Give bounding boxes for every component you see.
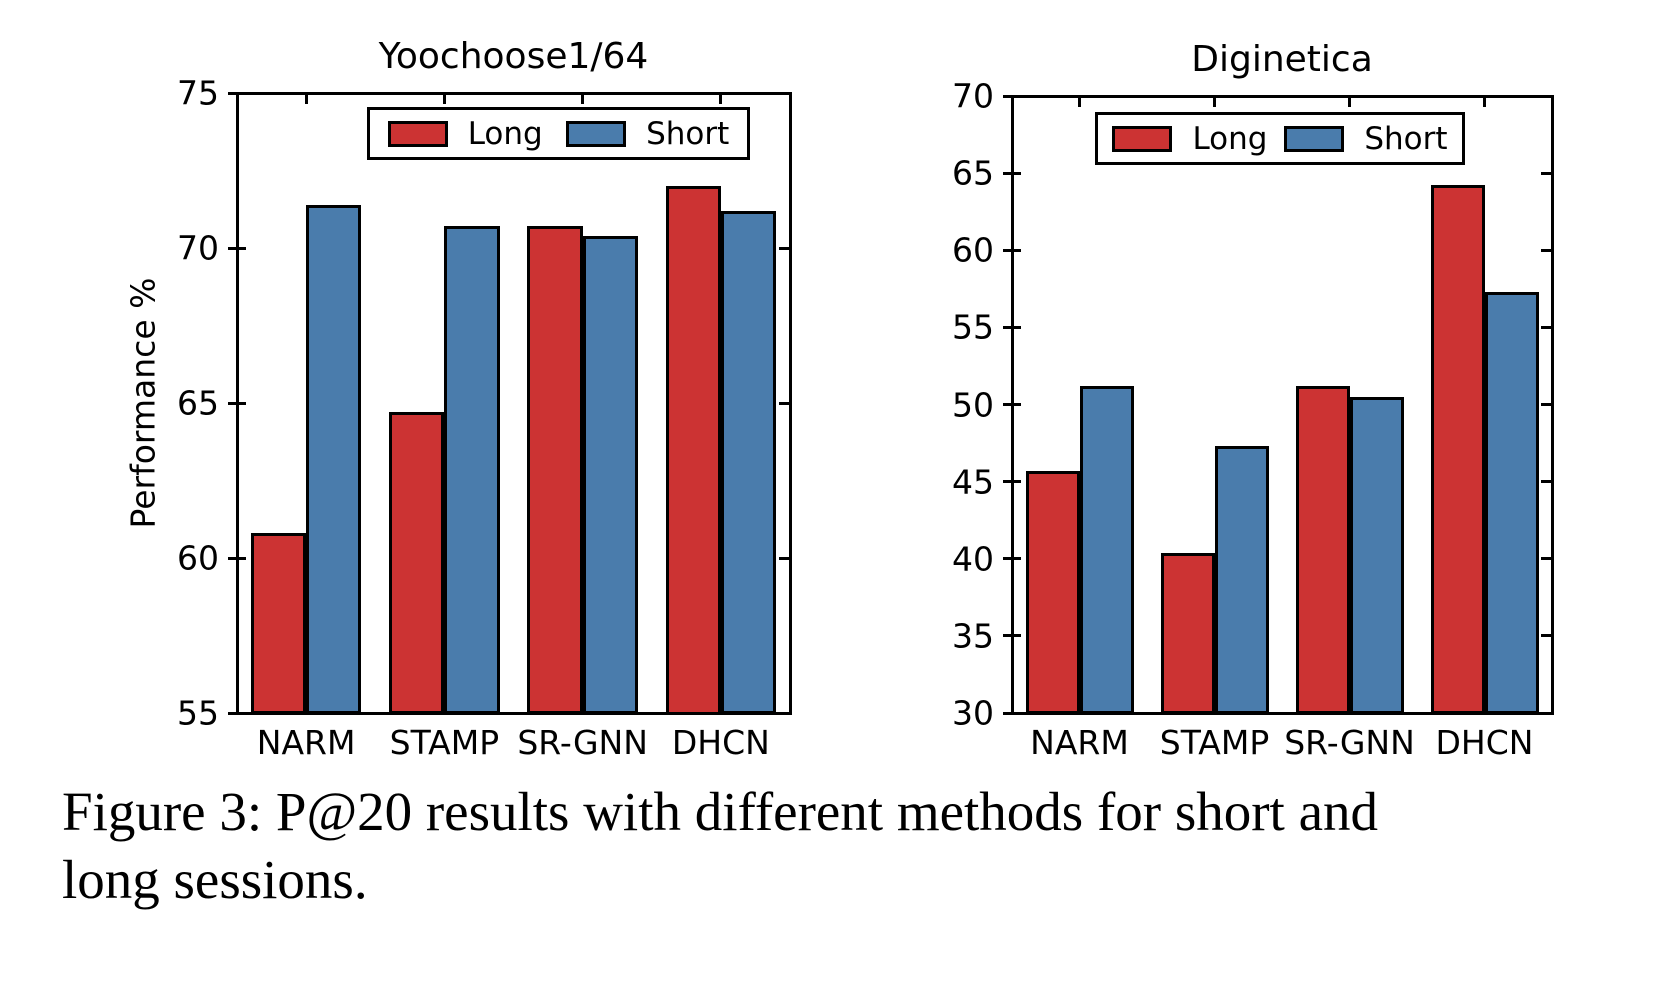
y-tick-mark [1003, 94, 1021, 98]
y-tick-label: 55 [952, 307, 994, 347]
y-tick-mark-right [1541, 94, 1552, 98]
y-tick-mark [1003, 480, 1021, 484]
y-tick-mark [1003, 325, 1021, 329]
y-tick-label: 35 [952, 616, 994, 656]
y-tick-mark-right [1541, 171, 1552, 175]
legend-swatch-short [1284, 125, 1345, 152]
y-tick-mark [1003, 557, 1021, 561]
x-tick-label: NARM [256, 723, 356, 762]
y-tick-label: 60 [177, 538, 219, 578]
y-tick-mark-right [779, 401, 790, 405]
x-tick-mark-top [1348, 96, 1351, 107]
bar-short-narm [306, 204, 362, 715]
bar-long-narm [1025, 470, 1080, 715]
x-tick-label: SR-GNN [1284, 723, 1415, 762]
y-tick-label: 40 [952, 539, 994, 579]
y-tick-mark [228, 91, 246, 95]
y-tick-label: 30 [952, 693, 994, 733]
legend-swatch-short [566, 120, 627, 147]
x-tick-mark-top [1078, 96, 1081, 107]
bar-short-sr-gnn [582, 235, 638, 715]
legend-label-long: Long [467, 115, 543, 152]
y-tick-mark-right [1541, 711, 1552, 715]
legend-item-short: Short [566, 116, 729, 152]
x-tick-label: STAMP [1159, 723, 1270, 762]
chart-title: Diginetica [1191, 39, 1373, 80]
y-tick-label: 60 [952, 230, 994, 270]
legend-swatch-long [1112, 125, 1173, 152]
bar-short-stamp [444, 226, 500, 715]
figure-caption-line1: Figure 3: P@20 results with different me… [62, 781, 1378, 842]
y-tick-mark [1003, 403, 1021, 406]
bar-short-narm [1079, 385, 1134, 715]
x-tick-label: SR-GNN [517, 723, 648, 762]
y-tick-mark-right [1541, 248, 1552, 252]
bar-long-dhcn [1430, 185, 1485, 715]
x-tick-label: DHCN [671, 723, 770, 762]
y-tick-mark-right [1541, 634, 1552, 638]
y-tick-label: 75 [177, 73, 219, 113]
legend-item-long: Long [1112, 121, 1267, 157]
x-tick-label: NARM [1030, 723, 1129, 762]
figure-caption-line2: long sessions. [62, 849, 368, 910]
y-tick-mark [228, 556, 246, 560]
y-tick-label: 70 [177, 228, 219, 268]
y-tick-label: 65 [952, 153, 994, 193]
bar-long-stamp [389, 412, 445, 715]
x-tick-mark-top [442, 93, 446, 104]
bar-long-sr-gnn [527, 226, 583, 715]
x-tick-mark-top [1213, 96, 1216, 107]
bar-short-dhcn [720, 210, 777, 715]
y-tick-mark [228, 401, 246, 405]
bar-long-sr-gnn [1295, 385, 1350, 715]
x-tick-mark-top [719, 93, 723, 104]
x-tick-label: STAMP [389, 723, 500, 762]
y-tick-mark [1003, 711, 1021, 715]
y-tick-mark-right [779, 246, 790, 250]
y-tick-label: 45 [952, 462, 994, 502]
legend-item-short: Short [1284, 120, 1448, 157]
y-tick-mark-right [1541, 557, 1552, 561]
y-tick-mark [1003, 171, 1021, 175]
legend-label-short: Short [646, 115, 730, 152]
bar-short-sr-gnn [1349, 396, 1404, 715]
y-axis-label: Performance % [123, 277, 163, 529]
y-tick-mark-right [1541, 403, 1552, 406]
x-tick-mark-top [1483, 96, 1486, 107]
y-tick-mark-right [779, 91, 790, 95]
bar-short-stamp [1214, 446, 1269, 715]
y-tick-label: 50 [952, 385, 994, 424]
legend: Long Short [367, 107, 750, 160]
y-tick-mark-right [1541, 325, 1552, 329]
y-tick-mark-right [779, 711, 790, 715]
legend-label-short: Short [1364, 120, 1448, 157]
y-tick-mark [228, 711, 246, 715]
y-tick-mark-right [779, 556, 790, 560]
y-tick-label: 65 [177, 383, 219, 423]
legend: Long Short [1095, 112, 1465, 165]
x-tick-mark-top [581, 93, 585, 104]
bar-long-dhcn [665, 186, 721, 715]
chart-title: Yoochoose1/64 [378, 36, 649, 77]
y-tick-label: 55 [177, 693, 219, 733]
legend-item-long: Long [387, 115, 543, 152]
bar-long-stamp [1160, 552, 1215, 715]
y-tick-mark [228, 246, 246, 250]
y-tick-mark-right [1541, 480, 1552, 484]
y-tick-label: 70 [952, 76, 994, 116]
figure-caption: Figure 3: P@20 results with different me… [62, 778, 1622, 914]
x-tick-label: DHCN [1435, 723, 1534, 762]
y-tick-mark [1003, 634, 1021, 638]
legend-swatch-long [387, 120, 448, 147]
bar-long-narm [250, 533, 307, 715]
legend-label-long: Long [1192, 120, 1268, 157]
y-tick-mark [1003, 248, 1021, 252]
x-tick-mark-top [304, 93, 308, 104]
bar-short-dhcn [1484, 291, 1539, 715]
